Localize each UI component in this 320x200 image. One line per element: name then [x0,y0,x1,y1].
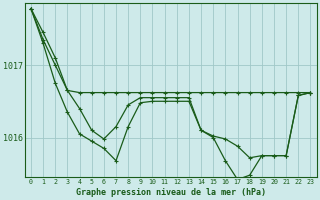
X-axis label: Graphe pression niveau de la mer (hPa): Graphe pression niveau de la mer (hPa) [76,188,266,197]
